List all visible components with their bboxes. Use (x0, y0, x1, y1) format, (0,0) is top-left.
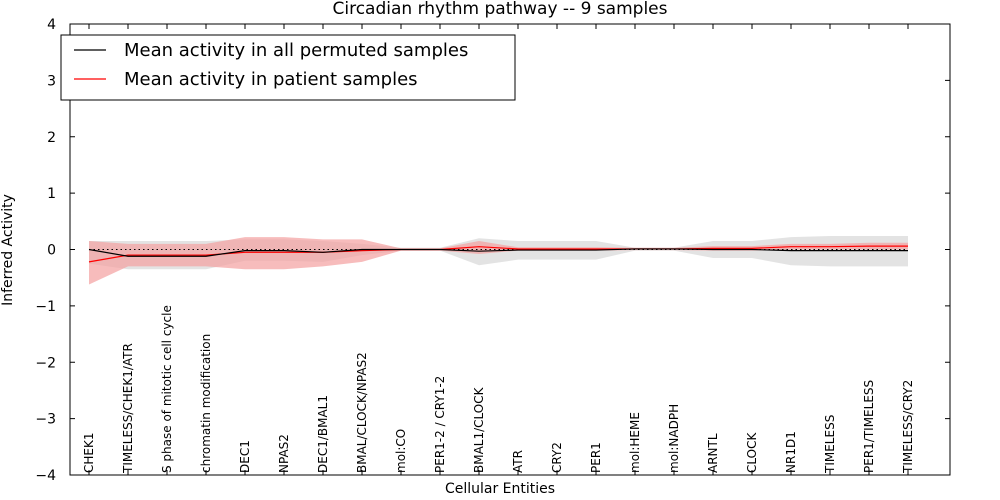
x-tick-label: ATR (511, 450, 525, 473)
y-axis-label: Inferred Activity (0, 194, 16, 306)
y-tick-label: 0 (47, 243, 56, 259)
x-tick-label: TIMELESS (823, 415, 837, 474)
y-axis: −4 −3 −2 −1 0 1 2 3 4 (35, 17, 950, 484)
x-tick-label: PER1/TIMELESS (862, 380, 876, 473)
x-axis-label: Cellular Entities (445, 481, 555, 497)
x-tick-label: CHEK1 (82, 433, 96, 474)
x-tick-label: CLOCK (745, 432, 759, 473)
legend: Mean activity in all permuted samples Me… (60, 34, 516, 101)
x-tick-label: S phase of mitotic cell cycle (160, 305, 174, 473)
y-tick-label: −4 (35, 468, 56, 484)
legend-label-permuted: Mean activity in all permuted samples (124, 40, 468, 61)
x-tick-label: TIMELESS/CHEK1/ATR (121, 343, 135, 474)
series-lines (88, 245, 908, 263)
x-axis: CHEK1 TIMELESS/CHEK1/ATR S phase of mitoti… (82, 24, 915, 475)
x-tick-label: NPAS2 (277, 434, 291, 473)
y-tick-label: 2 (47, 130, 56, 146)
y-tick-label: −2 (35, 355, 56, 371)
x-tick-label: NR1D1 (784, 431, 798, 473)
line-permuted (88, 248, 908, 257)
legend-label-patient: Mean activity in patient samples (124, 69, 418, 90)
x-tick-label: BMAL/CLOCK/NPAS2 (355, 352, 369, 473)
x-tick-label: TIMELESS/CRY2 (901, 380, 915, 474)
x-tick-label: mol:HEME (628, 412, 642, 473)
x-tick-label: mol:NADPH (667, 404, 681, 473)
x-tick-label: PER1-2 / CRY1-2 (433, 376, 447, 473)
y-tick-label: −3 (35, 412, 56, 428)
y-tick-label: −1 (35, 299, 56, 315)
x-tick-label: ARNTL (706, 433, 720, 473)
activity-bands (89, 235, 908, 285)
y-tick-label: 3 (47, 73, 56, 89)
x-tick-label: DEC1 (238, 440, 252, 473)
x-tick-label: mol:CO (394, 429, 408, 473)
x-tick-label: DEC1/BMAL1 (316, 395, 330, 473)
y-tick-label: 1 (47, 186, 56, 202)
y-tick-label: 4 (47, 17, 56, 33)
x-tick-label: BMAL1/CLOCK (472, 386, 486, 473)
x-tick-label: CRY2 (550, 442, 564, 473)
x-tick-label: PER1 (589, 442, 603, 473)
x-tick-label: chromatin modification (199, 334, 213, 473)
chart-title: Circadian rhythm pathway -- 9 samples (332, 0, 667, 19)
legend-box (60, 34, 516, 101)
